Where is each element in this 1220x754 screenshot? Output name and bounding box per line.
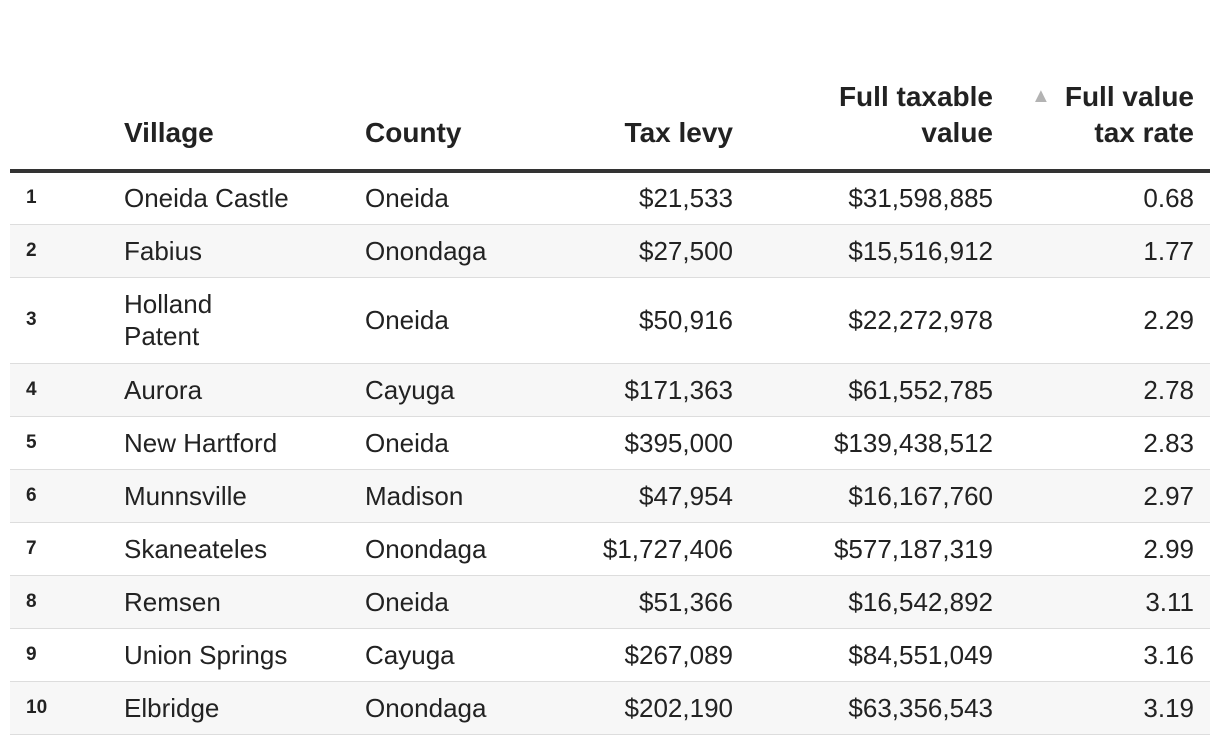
table-row: 2 Fabius Onondaga $27,500 $15,516,912 1.77 <box>10 224 1210 277</box>
cell-rank: 5 <box>26 431 37 453</box>
cell-full-taxable-value: $16,542,892 <box>848 586 993 617</box>
cell-rank: 3 <box>26 309 37 330</box>
cell-county: Onondaga <box>365 692 487 723</box>
cell-tax-levy: $171,363 <box>624 374 733 405</box>
village-name: Skaneateles <box>124 533 268 564</box>
header-rank <box>10 0 108 173</box>
cell-full-value-tax-rate: 1.77 <box>1143 235 1194 266</box>
cell-village: New Hartford <box>108 416 349 469</box>
cell-full-value-tax-rate: 2.78 <box>1143 374 1194 405</box>
data-table-container: Village County Tax levy Full taxable val… <box>10 0 1210 735</box>
table-body: 1 Oneida Castle Oneida $21,533 $31,598,885 0.… <box>10 171 1210 734</box>
cell-full-value-tax-rate: 2.97 <box>1143 480 1194 511</box>
table-row: 10 Elbridge Onondaga $202,190 $63,356,543 3.1… <box>10 681 1210 734</box>
cell-tax-levy: $1,727,406 <box>602 533 733 564</box>
table-row: 4 Aurora Cayuga $171,363 $61,552,785 2.78 <box>10 363 1210 416</box>
cell-full-taxable-value: $31,598,885 <box>848 183 993 214</box>
cell-village: Remsen <box>108 575 349 628</box>
cell-full-value-tax-rate: 3.16 <box>1143 639 1194 670</box>
header-full-value-tax-rate-label: Full value tax rate <box>1064 81 1194 148</box>
cell-full-taxable-value: $84,551,049 <box>848 639 993 670</box>
cell-tax-levy: $27,500 <box>639 235 733 266</box>
cell-village: Elbridge <box>108 681 349 734</box>
village-name: Fabius <box>124 235 203 266</box>
cell-rank: 9 <box>26 643 37 665</box>
cell-rank: 6 <box>26 484 37 506</box>
table-row: 9 Union Springs Cayuga $267,089 $84,551,049 3… <box>10 628 1210 681</box>
table-row: 6 Munnsville Madison $47,954 $16,167,760 2.97 <box>10 469 1210 522</box>
cell-full-taxable-value: $577,187,319 <box>833 533 993 564</box>
cell-village: Aurora <box>108 363 349 416</box>
header-county[interactable]: County <box>349 0 499 173</box>
cell-village: Munnsville <box>108 469 349 522</box>
cell-village: Union Springs <box>108 628 349 681</box>
cell-rank: 8 <box>26 590 37 612</box>
header-full-taxable-value[interactable]: Full taxable value <box>749 0 1009 173</box>
cell-full-value-tax-rate: 2.29 <box>1143 305 1194 335</box>
cell-county: Madison <box>365 480 464 511</box>
table-header-row: Village County Tax levy Full taxable val… <box>10 0 1210 173</box>
cell-tax-levy: $395,000 <box>624 427 733 458</box>
table-row: 7 Skaneateles Onondaga $1,727,406 $577,187,3… <box>10 522 1210 575</box>
cell-county: Oneida <box>365 427 449 458</box>
village-tax-table: Village County Tax levy Full taxable val… <box>10 0 1210 735</box>
cell-county: Onondaga <box>365 235 487 266</box>
cell-rank: 4 <box>26 378 37 400</box>
cell-county: Oneida <box>365 183 449 214</box>
village-name: Munnsville <box>124 480 247 511</box>
cell-full-taxable-value: $61,552,785 <box>848 374 993 405</box>
cell-full-taxable-value: $22,272,978 <box>848 305 993 335</box>
table-row: 5 New Hartford Oneida $395,000 $139,438,512 2… <box>10 416 1210 469</box>
cell-full-value-tax-rate: 3.11 <box>1145 586 1194 617</box>
village-name: Aurora <box>124 374 203 405</box>
cell-county: Cayuga <box>365 374 455 405</box>
header-full-value-tax-rate[interactable]: ▲ Full value tax rate <box>1009 0 1210 173</box>
table-row: 1 Oneida Castle Oneida $21,533 $31,598,885 0.… <box>10 171 1210 224</box>
sort-ascending-icon[interactable]: ▲ <box>1031 85 1051 107</box>
cell-tax-levy: $50,916 <box>639 305 733 335</box>
cell-full-value-tax-rate: 3.19 <box>1143 692 1194 723</box>
village-name: New Hartford <box>124 427 278 458</box>
cell-village: Skaneateles <box>108 522 349 575</box>
cell-full-taxable-value: $16,167,760 <box>848 480 993 511</box>
cell-tax-levy: $21,533 <box>639 183 733 214</box>
table-row: 3 Holland Patent Oneida $50,916 $22,272,978 2… <box>10 277 1210 363</box>
header-village[interactable]: Village <box>108 0 349 173</box>
village-name: Elbridge <box>124 692 220 723</box>
cell-rank: 2 <box>26 239 37 261</box>
village-name: Union Springs <box>124 639 288 670</box>
cell-full-taxable-value: $63,356,543 <box>848 692 993 723</box>
cell-full-taxable-value: $15,516,912 <box>848 235 993 266</box>
cell-county: Oneida <box>365 305 449 335</box>
cell-village: Holland Patent <box>108 277 349 363</box>
cell-county: Oneida <box>365 586 449 617</box>
table-row: 8 Remsen Oneida $51,366 $16,542,892 3.11 <box>10 575 1210 628</box>
cell-county: Onondaga <box>365 533 487 564</box>
cell-tax-levy: $47,954 <box>639 480 733 511</box>
header-tax-levy[interactable]: Tax levy <box>499 0 749 173</box>
cell-village: Oneida Castle <box>108 171 349 224</box>
cell-rank: 7 <box>26 537 37 559</box>
village-name: Oneida Castle <box>124 183 289 214</box>
cell-full-value-tax-rate: 0.68 <box>1143 183 1194 214</box>
village-name: Holland Patent <box>124 289 213 351</box>
cell-rank: 10 <box>26 696 48 718</box>
cell-full-value-tax-rate: 2.99 <box>1143 533 1194 564</box>
cell-county: Cayuga <box>365 639 455 670</box>
cell-tax-levy: $51,366 <box>639 586 733 617</box>
cell-rank: 1 <box>26 187 37 209</box>
cell-village: Fabius <box>108 224 349 277</box>
cell-tax-levy: $267,089 <box>624 639 733 670</box>
cell-full-value-tax-rate: 2.83 <box>1143 427 1194 458</box>
cell-full-taxable-value: $139,438,512 <box>833 427 993 458</box>
cell-tax-levy: $202,190 <box>624 692 733 723</box>
village-name: Remsen <box>124 586 221 617</box>
